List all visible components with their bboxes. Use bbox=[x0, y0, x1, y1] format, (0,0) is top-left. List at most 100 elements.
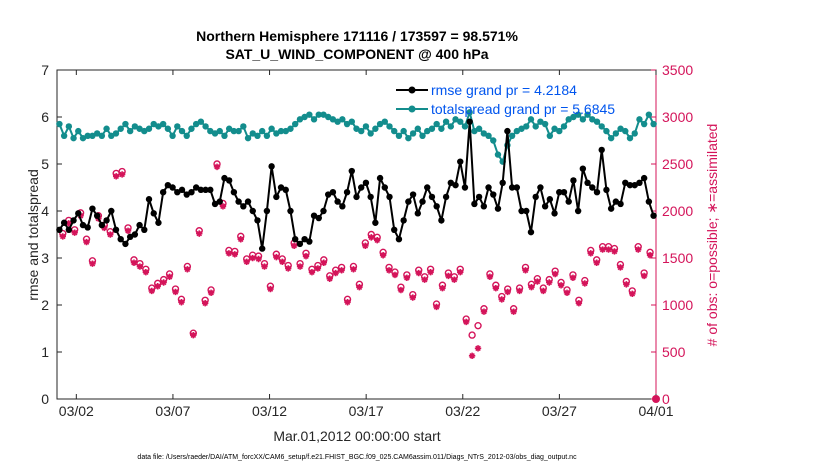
totalspread-point bbox=[197, 118, 205, 125]
rmse-point bbox=[103, 217, 110, 224]
obs-assimilated-point bbox=[178, 299, 185, 306]
totalspread-point bbox=[414, 125, 422, 132]
rmse-point bbox=[523, 207, 530, 215]
rmse-point bbox=[343, 189, 351, 196]
obs-assimilated-point bbox=[219, 203, 227, 210]
obs-assimilated-point bbox=[409, 294, 416, 301]
obs-assimilated-point bbox=[172, 288, 179, 296]
x-tick-label: 03/22 bbox=[445, 403, 480, 419]
totalspread-point bbox=[598, 123, 605, 130]
rmse-point bbox=[367, 193, 374, 201]
rmse-point bbox=[541, 203, 549, 210]
y-tick-label-left: 0 bbox=[41, 391, 49, 407]
totalspread-point bbox=[362, 123, 370, 130]
totalspread-point bbox=[145, 125, 153, 132]
rmse-point bbox=[622, 179, 629, 186]
obs-assimilated-point bbox=[557, 282, 565, 289]
totalspread-point bbox=[409, 130, 417, 137]
totalspread-point bbox=[631, 130, 638, 137]
rmse-point bbox=[414, 210, 422, 217]
totalspread-point bbox=[612, 130, 620, 137]
totalspread-point bbox=[329, 116, 337, 123]
rmse-point bbox=[442, 193, 450, 201]
rmse-point bbox=[60, 219, 68, 226]
obs-assimilated-point bbox=[101, 224, 108, 232]
totalspread-point bbox=[117, 125, 124, 132]
obs-assimilated-point bbox=[368, 234, 375, 241]
totalspread-point bbox=[159, 120, 167, 128]
totalspread-point bbox=[320, 111, 327, 118]
rmse-point bbox=[589, 184, 596, 191]
totalspread-point bbox=[607, 134, 615, 142]
rmse-point bbox=[178, 186, 186, 194]
rmse-point bbox=[405, 198, 412, 205]
rmse-point bbox=[636, 179, 643, 186]
totalspread-point bbox=[84, 132, 91, 139]
rmse-point bbox=[183, 191, 190, 198]
rmse-point bbox=[282, 186, 289, 194]
totalspread-point bbox=[348, 118, 355, 125]
rmse-point bbox=[603, 186, 610, 194]
totalspread-point bbox=[103, 125, 110, 132]
totalspread-point bbox=[640, 120, 648, 128]
legend-rmse-label: rmse grand pr = 4.2184 bbox=[431, 82, 577, 98]
totalspread-point bbox=[603, 127, 610, 135]
obs-assimilated-point bbox=[326, 275, 333, 282]
y-tick-label-right: 2500 bbox=[662, 156, 693, 172]
rmse-point bbox=[164, 181, 172, 189]
totalspread-point bbox=[141, 127, 148, 135]
totalspread-point bbox=[433, 120, 440, 128]
totalspread-point bbox=[98, 132, 106, 139]
rmse-point bbox=[84, 224, 91, 231]
totalspread-point bbox=[367, 130, 374, 137]
rmse-point bbox=[607, 205, 615, 212]
rmse-point bbox=[235, 198, 242, 205]
rmse-point bbox=[348, 167, 355, 175]
legend-spread-label: totalspread grand pr = 5.6845 bbox=[431, 101, 615, 117]
totalspread-point bbox=[60, 132, 68, 139]
rmse-point bbox=[169, 184, 176, 191]
rmse-point bbox=[188, 189, 195, 196]
totalspread-point bbox=[353, 125, 360, 132]
rmse-point bbox=[131, 231, 139, 238]
totalspread-point bbox=[485, 132, 492, 139]
rmse-point bbox=[325, 191, 332, 198]
y-tick-label-left: 5 bbox=[41, 156, 49, 172]
y-tick-label-left: 1 bbox=[41, 344, 49, 360]
totalspread-point bbox=[447, 123, 455, 130]
rmse-point bbox=[258, 245, 266, 252]
totalspread-point bbox=[150, 120, 157, 128]
obs-assimilated-point bbox=[593, 259, 600, 266]
totalspread-point bbox=[93, 130, 101, 137]
totalspread-point bbox=[480, 130, 488, 137]
obs-assimilated-point bbox=[646, 252, 654, 259]
totalspread-point bbox=[438, 125, 445, 132]
totalspread-point bbox=[650, 120, 657, 128]
rmse-point bbox=[457, 158, 464, 165]
rmse-point bbox=[400, 217, 407, 224]
rmse-point bbox=[466, 118, 473, 125]
obs-assimilated-point bbox=[599, 246, 606, 253]
rmse-point bbox=[310, 212, 318, 219]
obs-assimilated-point bbox=[225, 250, 233, 257]
legend-spread-marker bbox=[408, 105, 416, 113]
obs-assimilated-point bbox=[462, 318, 470, 326]
totalspread-point bbox=[258, 127, 266, 135]
obs-assimilated-point bbox=[457, 268, 464, 276]
rmse-point bbox=[395, 236, 403, 243]
totalspread-point bbox=[424, 127, 431, 135]
obs-assimilated-point bbox=[243, 258, 250, 266]
totalspread-point bbox=[574, 111, 582, 118]
totalspread-point bbox=[235, 127, 242, 135]
totalspread-point bbox=[372, 125, 379, 132]
rmse-point bbox=[381, 184, 388, 191]
y-tick-label-right: 2000 bbox=[662, 203, 693, 219]
rmse-point bbox=[640, 174, 648, 182]
totalspread-point bbox=[75, 127, 82, 135]
obs-assimilated-point bbox=[296, 263, 304, 270]
rmse-point bbox=[518, 207, 525, 215]
y-tick-label-right: 3500 bbox=[662, 62, 693, 78]
totalspread-point bbox=[442, 118, 450, 125]
rmse-point bbox=[485, 184, 492, 191]
totalspread-point bbox=[556, 127, 563, 135]
